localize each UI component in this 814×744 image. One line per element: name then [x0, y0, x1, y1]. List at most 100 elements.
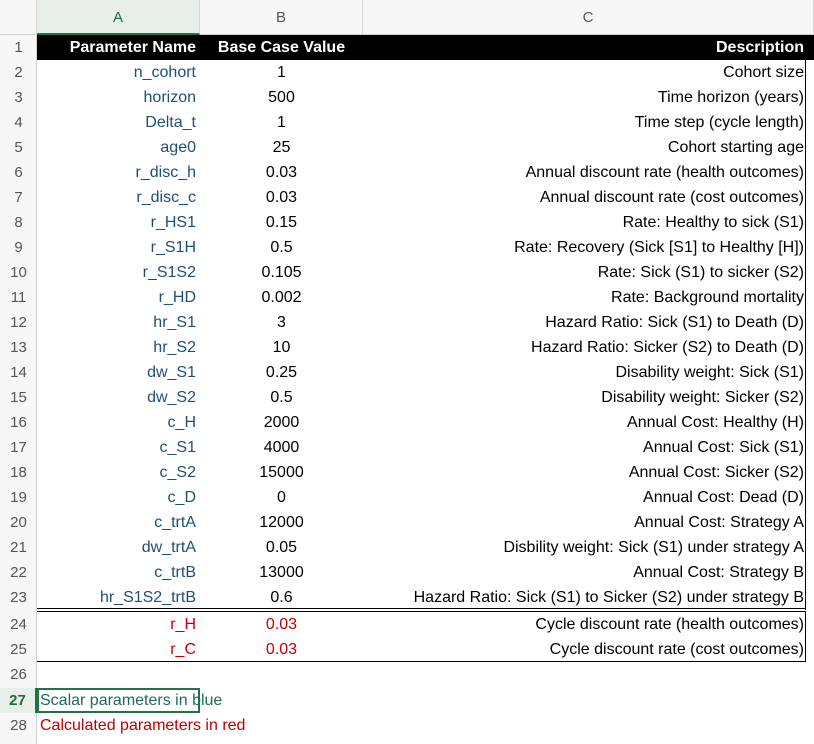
- description-cell[interactable]: Annual Cost: Dead (D): [643, 489, 804, 506]
- description-cell[interactable]: Annual Cost: Strategy A: [634, 514, 804, 531]
- parameter-name-cell[interactable]: r_HD: [158, 289, 196, 306]
- legend-calculated-parameters[interactable]: Calculated parameters in red: [40, 717, 246, 734]
- parameter-name-cell[interactable]: horizon: [143, 89, 196, 106]
- parameter-name-cell[interactable]: r_HS1: [150, 214, 196, 231]
- parameter-name-cell[interactable]: dw_S1: [147, 364, 196, 381]
- base-value-cell[interactable]: 0.6: [270, 589, 293, 606]
- parameter-name-cell[interactable]: c_D: [167, 489, 196, 506]
- base-value-cell[interactable]: 2000: [263, 414, 300, 431]
- header-parameter-name[interactable]: Parameter Name: [69, 39, 196, 56]
- base-value-cell[interactable]: 0.03: [265, 164, 298, 181]
- base-value-cell[interactable]: 0: [277, 489, 286, 506]
- base-value-cell[interactable]: 500: [268, 89, 295, 106]
- row-header[interactable]: 9: [14, 239, 23, 256]
- row-header[interactable]: 10: [10, 264, 27, 281]
- base-value-cell[interactable]: 0.5: [270, 389, 293, 406]
- description-cell[interactable]: Annual Cost: Healthy (H): [627, 414, 804, 431]
- base-value-cell[interactable]: 0.03: [265, 641, 298, 658]
- description-cell[interactable]: Annual Cost: Sick (S1): [643, 439, 804, 456]
- row-header[interactable]: 13: [10, 339, 27, 356]
- column-header-c[interactable]: C: [363, 0, 814, 35]
- row-header[interactable]: 28: [10, 717, 27, 734]
- active-cell-selection[interactable]: [37, 688, 200, 713]
- base-value-cell[interactable]: 0.15: [265, 214, 298, 231]
- description-cell[interactable]: Annual Cost: Sicker (S2): [628, 464, 804, 481]
- column-header-b[interactable]: B: [200, 0, 363, 35]
- row-header[interactable]: 19: [10, 489, 27, 506]
- row-header[interactable]: 23: [10, 589, 27, 606]
- description-cell[interactable]: Annual discount rate (cost outcomes): [539, 189, 804, 206]
- description-cell[interactable]: Hazard Ratio: Sicker (S2) to Death (D): [531, 339, 804, 356]
- parameter-name-cell[interactable]: Delta_t: [145, 114, 196, 131]
- parameter-name-cell[interactable]: r_disc_h: [135, 164, 196, 181]
- row-header[interactable]: 16: [10, 414, 27, 431]
- parameter-name-cell[interactable]: c_H: [167, 414, 196, 431]
- description-cell[interactable]: Time horizon (years): [657, 89, 804, 106]
- row-header[interactable]: 26: [10, 666, 27, 683]
- row-header[interactable]: 11: [10, 289, 27, 306]
- description-cell[interactable]: Rate: Background mortality: [611, 289, 804, 306]
- description-cell[interactable]: Rate: Sick (S1) to sicker (S2): [597, 264, 804, 281]
- description-cell[interactable]: Annual Cost: Strategy B: [633, 564, 804, 581]
- description-cell[interactable]: Disbility weight: Sick (S1) under strate…: [503, 539, 804, 556]
- row-header[interactable]: 2: [14, 64, 23, 81]
- row-header[interactable]: 7: [14, 189, 23, 206]
- parameter-name-cell[interactable]: c_S2: [159, 464, 196, 481]
- row-header[interactable]: 15: [10, 389, 27, 406]
- row-header[interactable]: 3: [14, 89, 23, 106]
- parameter-name-cell[interactable]: r_H: [170, 616, 196, 633]
- row-header[interactable]: 17: [10, 439, 27, 456]
- base-value-cell[interactable]: 0.03: [265, 189, 298, 206]
- base-value-cell[interactable]: 4000: [263, 439, 300, 456]
- row-header[interactable]: 24: [10, 616, 27, 633]
- description-cell[interactable]: Annual discount rate (health outcomes): [525, 164, 804, 181]
- parameter-name-cell[interactable]: r_C: [170, 641, 196, 658]
- row-header[interactable]: 1: [14, 39, 23, 56]
- parameter-name-cell[interactable]: r_disc_c: [136, 189, 196, 206]
- row-header[interactable]: 5: [14, 139, 23, 156]
- parameter-name-cell[interactable]: c_trtB: [154, 564, 196, 581]
- base-value-cell[interactable]: 0.5: [270, 239, 293, 256]
- base-value-cell[interactable]: 12000: [259, 514, 304, 531]
- parameter-name-cell[interactable]: dw_trtA: [141, 539, 196, 556]
- base-value-cell[interactable]: 1: [277, 114, 286, 131]
- parameter-name-cell[interactable]: c_trtA: [154, 514, 196, 531]
- parameter-name-cell[interactable]: dw_S2: [147, 389, 196, 406]
- base-value-cell[interactable]: 0.03: [265, 616, 298, 633]
- row-header[interactable]: 27: [0, 688, 37, 713]
- description-cell[interactable]: Rate: Healthy to sick (S1): [622, 214, 804, 231]
- header-base-case-value[interactable]: Base Case Value: [217, 39, 346, 56]
- parameter-name-cell[interactable]: r_S1H: [150, 239, 196, 256]
- base-value-cell[interactable]: 1: [277, 64, 286, 81]
- base-value-cell[interactable]: 25: [272, 139, 291, 156]
- description-cell[interactable]: Cohort starting age: [667, 139, 804, 156]
- base-value-cell[interactable]: 0.25: [265, 364, 298, 381]
- row-header[interactable]: 18: [10, 464, 27, 481]
- column-header-a[interactable]: A: [37, 0, 200, 35]
- row-header[interactable]: 21: [10, 539, 27, 556]
- row-header[interactable]: 22: [10, 564, 27, 581]
- base-value-cell[interactable]: 13000: [259, 564, 304, 581]
- parameter-name-cell[interactable]: r_S1S2: [142, 264, 196, 281]
- description-cell[interactable]: Disability weight: Sick (S1): [615, 364, 805, 381]
- description-cell[interactable]: Cycle discount rate (health outcomes): [535, 616, 804, 633]
- row-header[interactable]: 4: [14, 114, 23, 131]
- row-header[interactable]: 20: [10, 514, 27, 531]
- parameter-name-cell[interactable]: hr_S2: [153, 339, 196, 356]
- row-header[interactable]: 8: [14, 214, 23, 231]
- base-value-cell[interactable]: 0.002: [261, 289, 302, 306]
- header-description[interactable]: Description: [715, 39, 804, 56]
- base-value-cell[interactable]: 10: [272, 339, 291, 356]
- description-cell[interactable]: Rate: Recovery (Sick [S1] to Healthy [H]…: [514, 239, 804, 256]
- row-header[interactable]: 6: [14, 164, 23, 181]
- description-cell[interactable]: Hazard Ratio: Sick (S1) to Sicker (S2) u…: [413, 589, 804, 606]
- row-header[interactable]: 25: [10, 641, 27, 658]
- description-cell[interactable]: Disability weight: Sicker (S2): [601, 389, 804, 406]
- description-cell[interactable]: Cohort size: [723, 64, 804, 81]
- description-cell[interactable]: Time step (cycle length): [634, 114, 804, 131]
- row-header[interactable]: 12: [10, 314, 27, 331]
- base-value-cell[interactable]: 3: [277, 314, 286, 331]
- base-value-cell[interactable]: 0.05: [265, 539, 298, 556]
- parameter-name-cell[interactable]: n_cohort: [133, 64, 196, 81]
- description-cell[interactable]: Cycle discount rate (cost outcomes): [549, 641, 804, 658]
